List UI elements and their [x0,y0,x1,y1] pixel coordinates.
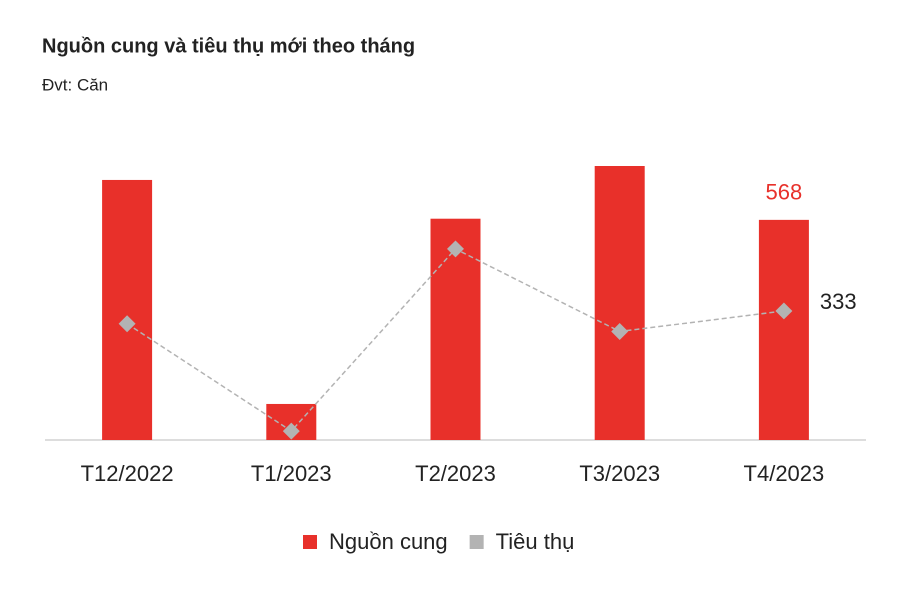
bar [594,166,645,440]
x-tick-label: T12/2022 [81,461,174,486]
marker [611,322,629,340]
legend-swatch [469,535,484,549]
chart-title: Nguồn cung và tiêu thụ mới theo tháng [42,35,415,57]
x-tick-label: T4/2023 [744,461,825,486]
x-tick-label: T2/2023 [415,461,496,486]
data-label: 333 [820,289,857,314]
bar [758,219,809,440]
chart-subtitle: Đvt: Căn [42,75,108,94]
legend-label: Tiêu thụ [496,529,575,554]
legend-label: Nguồn cung [329,529,448,554]
x-tick-label: T3/2023 [579,461,660,486]
x-tick-label: T1/2023 [251,461,332,486]
bar [102,179,153,440]
legend-swatch [303,535,317,549]
data-label: 568 [766,180,803,205]
marker [775,302,793,320]
